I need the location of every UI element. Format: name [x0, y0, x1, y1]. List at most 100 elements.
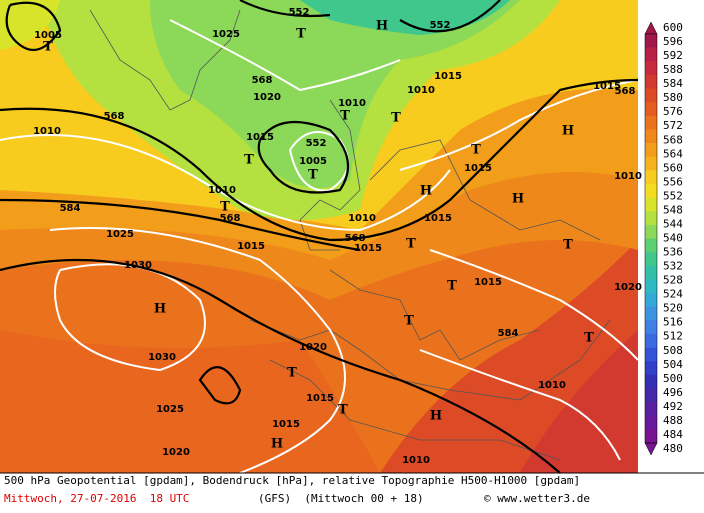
contour-label: 1020: [299, 342, 327, 353]
colorbar-label: 596: [663, 35, 683, 48]
pressure-center: T: [340, 109, 350, 124]
contour-label: 1015: [424, 213, 452, 224]
pressure-center: T: [296, 27, 306, 42]
contour-label: 1015: [237, 241, 265, 252]
pressure-center: H: [271, 437, 283, 452]
contour-label: 568: [615, 86, 636, 97]
contour-label: 1015: [434, 71, 462, 82]
contour-label: 1010: [614, 171, 642, 182]
contour-label: 568: [252, 75, 273, 86]
pressure-center: T: [244, 153, 254, 168]
colorbar-label: 500: [663, 372, 683, 385]
colorbar-segment: [645, 183, 657, 198]
colorbar-segment: [645, 293, 657, 307]
colorbar-segment: [645, 47, 657, 62]
colorbar-segment: [645, 61, 657, 76]
pressure-center: H: [420, 184, 432, 199]
footer-run: (GFS) (Mittwoch 00 + 18): [258, 492, 424, 505]
pressure-center: T: [447, 279, 457, 294]
contour-label: 1025: [212, 29, 240, 40]
colorbar-segment: [645, 102, 657, 117]
colorbar-segment: [645, 402, 657, 417]
map-fields: [0, 0, 638, 473]
colorbar-label: 480: [663, 442, 683, 455]
colorbar-segment: [645, 129, 657, 144]
contour-label: 1015: [306, 393, 334, 404]
colorbar-label: 512: [663, 330, 683, 343]
contour-label: 1015: [464, 163, 492, 174]
colorbar-label: 524: [663, 288, 683, 301]
colorbar-arrow-top: [644, 21, 658, 35]
contour-label: 568: [345, 233, 366, 244]
contour-label: 584: [60, 203, 81, 214]
colorbar-label: 592: [663, 49, 683, 62]
contour-label: 1010: [538, 380, 566, 391]
pressure-center: H: [376, 19, 388, 34]
colorbar-segment: [645, 361, 657, 376]
pressure-center: T: [308, 168, 318, 183]
colorbar-label: 484: [663, 428, 683, 441]
pressure-center: T: [406, 237, 416, 252]
colorbar-label: 516: [663, 316, 683, 329]
contour-label: 1010: [208, 185, 236, 196]
isobars: [0, 19, 639, 474]
colorbar-label: 528: [663, 274, 683, 287]
colorbar-segment: [645, 429, 657, 444]
pressure-center: T: [391, 111, 401, 126]
contour-label: 568: [220, 213, 241, 224]
contour-label: 1015: [246, 132, 274, 143]
colorbar-segment: [645, 224, 657, 239]
colorbar-segment: [645, 347, 657, 362]
colorbar-segment: [645, 170, 657, 185]
colorbar-label: 580: [663, 91, 683, 104]
colorbar-segment: [645, 156, 657, 171]
pressure-center: T: [471, 143, 481, 158]
colorbar-label: 536: [663, 246, 683, 259]
colorbar-segment: [645, 197, 657, 212]
colorbar-segment: [645, 211, 657, 226]
colorbar-segment: [645, 374, 657, 389]
contour-label: 552: [430, 20, 451, 31]
colorbar-segment: [645, 238, 657, 253]
colorbar-segment: [645, 306, 657, 321]
colorbar-segment: [645, 115, 657, 130]
colorbar-label: 532: [663, 260, 683, 273]
pressure-center: H: [512, 192, 524, 207]
pressure-center: T: [220, 200, 230, 215]
colorbar-label: 584: [663, 77, 683, 90]
contour-label: 1005: [34, 30, 62, 41]
contour-label: 552: [306, 138, 327, 149]
colorbar-label: 504: [663, 358, 683, 371]
weather-map: 552 552 568 568 552 584 568 568 568 584 1005 1025 10…: [0, 0, 704, 474]
colorbar-label: 548: [663, 203, 683, 216]
contour-label: 1015: [593, 81, 621, 92]
contour-label: 1025: [106, 229, 134, 240]
colorbar-segment: [645, 88, 657, 103]
contour-label: 584: [498, 328, 519, 339]
colorbar-label: 564: [663, 147, 683, 160]
geopotential-lines: [0, 0, 639, 474]
pressure-center: H: [430, 409, 442, 424]
colorbar-label: 520: [663, 302, 683, 315]
contour-label: 1025: [156, 404, 184, 415]
colorbar-segment: [645, 252, 657, 267]
contour-label: 1010: [402, 455, 430, 466]
colorbar-label: 508: [663, 344, 683, 357]
pressure-center: T: [43, 40, 53, 55]
colorbar-label: 576: [663, 105, 683, 118]
contour-label: 1010: [348, 213, 376, 224]
pressure-center: T: [338, 403, 348, 418]
color-bar: 6005965925885845805765725685645605565525…: [644, 21, 683, 456]
colorbar-segment: [645, 34, 657, 48]
contour-label: 1015: [272, 419, 300, 430]
contour-label: 1015: [474, 277, 502, 288]
contour-label: 1015: [354, 243, 382, 254]
colorbar-segment: [645, 74, 657, 89]
colorbar-label: 492: [663, 400, 683, 413]
colorbar-label: 588: [663, 63, 683, 76]
pressure-center: T: [563, 238, 573, 253]
colorbar-label: 544: [663, 217, 683, 230]
contour-label: 1010: [33, 126, 61, 137]
contour-label: 552: [289, 7, 310, 18]
